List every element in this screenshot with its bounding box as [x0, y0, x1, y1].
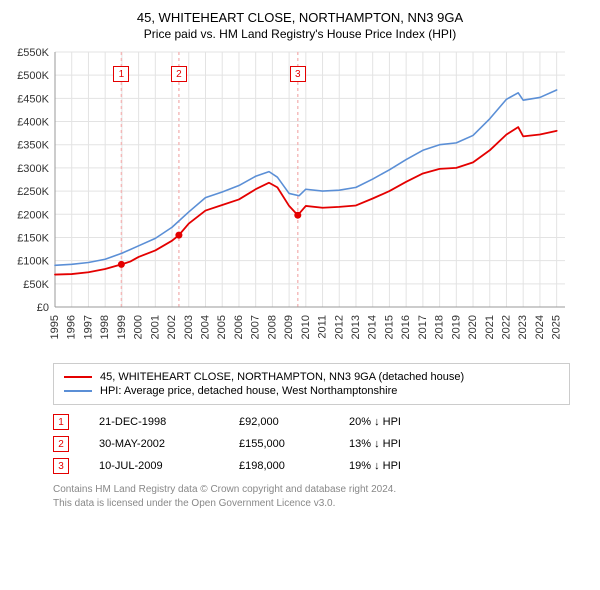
- x-tick-label: 2005: [216, 315, 228, 339]
- x-tick-label: 2022: [500, 315, 512, 339]
- x-tick-label: 2016: [400, 315, 412, 339]
- x-tick-label: 1999: [116, 315, 128, 339]
- sale-hpi-delta: 20% ↓ HPI: [349, 416, 439, 428]
- x-tick-label: 2017: [417, 315, 429, 339]
- y-tick-label: £400K: [17, 117, 49, 129]
- y-tick-label: £200K: [17, 209, 49, 221]
- chart-subtitle: Price paid vs. HM Land Registry's House …: [10, 27, 590, 41]
- y-tick-label: £300K: [17, 163, 49, 175]
- x-tick-label: 2019: [450, 315, 462, 339]
- x-tick-label: 2023: [517, 315, 529, 339]
- y-tick-label: £500K: [17, 70, 49, 82]
- sale-row-marker: 2: [53, 436, 69, 452]
- sale-dot: [118, 261, 125, 268]
- x-tick-label: 2003: [183, 315, 195, 339]
- sale-hpi-delta: 13% ↓ HPI: [349, 438, 439, 450]
- sale-row-marker: 3: [53, 458, 69, 474]
- x-tick-label: 2012: [333, 315, 345, 339]
- legend: 45, WHITEHEART CLOSE, NORTHAMPTON, NN3 9…: [53, 363, 570, 405]
- sale-dot: [175, 232, 182, 239]
- chart-container: £0 £50K £100K £150K £200K £250K £300K £350K £400…: [10, 47, 590, 357]
- sale-row-marker: 1: [53, 414, 69, 430]
- x-tick-label: 2004: [199, 315, 211, 339]
- sale-row: 3 10-JUL-2009 £198,000 19% ↓ HPI: [53, 455, 570, 477]
- price-chart: £0 £50K £100K £150K £200K £250K £300K £350K £400…: [10, 47, 570, 357]
- x-tick-label: 1995: [49, 315, 61, 339]
- sale-date: 10-JUL-2009: [99, 460, 209, 472]
- sale-marker-label: 2: [171, 66, 187, 82]
- sale-marker-label: 3: [290, 66, 306, 82]
- attribution-line: Contains HM Land Registry data © Crown c…: [53, 483, 570, 497]
- x-tick-label: 1997: [82, 315, 94, 339]
- y-tick-label: £450K: [17, 93, 49, 105]
- x-tick-label: 2007: [250, 315, 262, 339]
- x-tick-label: 2009: [283, 315, 295, 339]
- x-tick-label: 2010: [300, 315, 312, 339]
- sale-price: £198,000: [239, 460, 319, 472]
- x-tick-label: 2000: [133, 315, 145, 339]
- sale-hpi-delta: 19% ↓ HPI: [349, 460, 439, 472]
- x-tick-label: 1996: [66, 315, 78, 339]
- sales-table: 1 21-DEC-1998 £92,000 20% ↓ HPI 2 30-MAY-2002…: [53, 411, 570, 477]
- y-tick-label: £100K: [17, 256, 49, 268]
- sale-date: 21-DEC-1998: [99, 416, 209, 428]
- y-tick-label: £550K: [17, 47, 49, 59]
- sale-marker-label: 1: [113, 66, 129, 82]
- chart-title: 45, WHITEHEART CLOSE, NORTHAMPTON, NN3 9…: [10, 10, 590, 25]
- x-tick-label: 2015: [383, 315, 395, 339]
- sale-price: £92,000: [239, 416, 319, 428]
- y-tick-label: £350K: [17, 140, 49, 152]
- x-tick-label: 2025: [551, 315, 563, 339]
- sale-row: 2 30-MAY-2002 £155,000 13% ↓ HPI: [53, 433, 570, 455]
- y-tick-label: £0: [37, 302, 49, 314]
- x-tick-label: 2021: [484, 315, 496, 339]
- legend-label: 45, WHITEHEART CLOSE, NORTHAMPTON, NN3 9…: [100, 371, 464, 383]
- x-tick-label: 2001: [149, 315, 161, 339]
- legend-label: HPI: Average price, detached house, West…: [100, 385, 397, 397]
- x-tick-label: 2011: [317, 315, 329, 339]
- attribution-line: This data is licensed under the Open Gov…: [53, 497, 570, 511]
- x-tick-label: 2020: [467, 315, 479, 339]
- legend-row: 45, WHITEHEART CLOSE, NORTHAMPTON, NN3 9…: [64, 370, 559, 384]
- sale-price: £155,000: [239, 438, 319, 450]
- x-tick-label: 2013: [350, 315, 362, 339]
- legend-row: HPI: Average price, detached house, West…: [64, 384, 559, 398]
- x-tick-label: 2002: [166, 315, 178, 339]
- x-tick-label: 1998: [99, 315, 111, 339]
- x-tick-label: 2014: [367, 315, 379, 339]
- sale-date: 30-MAY-2002: [99, 438, 209, 450]
- legend-swatch: [64, 390, 92, 392]
- y-tick-label: £50K: [23, 279, 49, 291]
- x-tick-label: 2024: [534, 315, 546, 339]
- sale-row: 1 21-DEC-1998 £92,000 20% ↓ HPI: [53, 411, 570, 433]
- x-tick-label: 2006: [233, 315, 245, 339]
- x-tick-label: 2008: [266, 315, 278, 339]
- y-tick-label: £250K: [17, 186, 49, 198]
- x-tick-label: 2018: [434, 315, 446, 339]
- attribution: Contains HM Land Registry data © Crown c…: [53, 483, 570, 510]
- sale-dot: [294, 212, 301, 219]
- y-tick-label: £150K: [17, 232, 49, 244]
- legend-swatch: [64, 376, 92, 378]
- chart-title-block: 45, WHITEHEART CLOSE, NORTHAMPTON, NN3 9…: [10, 10, 590, 41]
